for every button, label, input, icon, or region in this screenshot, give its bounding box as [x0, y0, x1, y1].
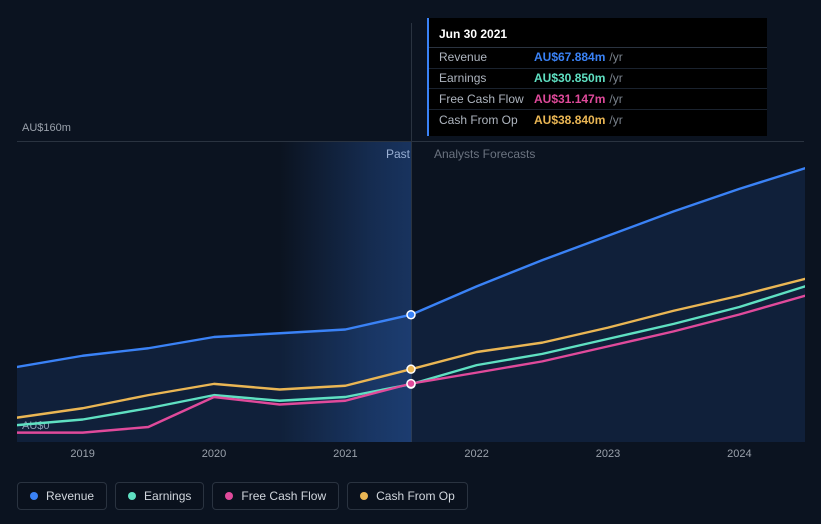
- legend-dot-icon: [225, 492, 233, 500]
- tooltip-row: Cash From OpAU$38.840m/yr: [429, 110, 767, 130]
- marker-cash_from_op: [407, 365, 415, 373]
- marker-revenue: [407, 311, 415, 319]
- legend-item-earnings[interactable]: Earnings: [115, 482, 204, 510]
- line-chart[interactable]: [17, 142, 805, 442]
- tooltip-row-value: AU$31.147m: [534, 91, 605, 108]
- x-axis-label: 2024: [727, 448, 751, 460]
- tooltip-row-label: Earnings: [439, 70, 534, 87]
- legend-item-label: Earnings: [144, 489, 191, 503]
- chart-tooltip: Jun 30 2021 RevenueAU$67.884m/yrEarnings…: [427, 18, 767, 136]
- tooltip-row-value: AU$30.850m: [534, 70, 605, 87]
- tooltip-row-value: AU$38.840m: [534, 112, 605, 129]
- x-axis-label: 2020: [202, 448, 226, 460]
- x-axis-label: 2021: [333, 448, 357, 460]
- area-revenue: [17, 168, 805, 442]
- legend-item-label: Revenue: [46, 489, 94, 503]
- x-axis-label: 2023: [596, 448, 620, 460]
- legend-item-revenue[interactable]: Revenue: [17, 482, 107, 510]
- tooltip-row: RevenueAU$67.884m/yr: [429, 48, 767, 69]
- tooltip-row-unit: /yr: [609, 70, 622, 87]
- tooltip-row-unit: /yr: [609, 91, 622, 108]
- tooltip-row: Free Cash FlowAU$31.147m/yr: [429, 89, 767, 110]
- tooltip-row-unit: /yr: [609, 49, 622, 66]
- chart-legend: Revenue Earnings Free Cash Flow Cash From O…: [17, 482, 468, 510]
- legend-item-label: Free Cash Flow: [241, 489, 326, 503]
- tooltip-date: Jun 30 2021: [429, 24, 767, 48]
- marker-fcf: [407, 380, 415, 388]
- y-axis-label-max: AU$160m: [22, 122, 71, 134]
- x-axis-label: 2022: [464, 448, 488, 460]
- legend-item-fcf[interactable]: Free Cash Flow: [212, 482, 339, 510]
- legend-dot-icon: [128, 492, 136, 500]
- tooltip-row-value: AU$67.884m: [534, 49, 605, 66]
- tooltip-row-label: Cash From Op: [439, 112, 534, 129]
- legend-dot-icon: [360, 492, 368, 500]
- legend-dot-icon: [30, 492, 38, 500]
- tooltip-row-label: Revenue: [439, 49, 534, 66]
- chart-container: AU$160m AU$0 Past Analysts Forecasts 201…: [0, 0, 821, 524]
- x-axis-label: 2019: [70, 448, 94, 460]
- legend-item-label: Cash From Op: [376, 489, 455, 503]
- tooltip-row-label: Free Cash Flow: [439, 91, 534, 108]
- tooltip-row: EarningsAU$30.850m/yr: [429, 69, 767, 90]
- legend-item-cash_from_op[interactable]: Cash From Op: [347, 482, 468, 510]
- tooltip-row-unit: /yr: [609, 112, 622, 129]
